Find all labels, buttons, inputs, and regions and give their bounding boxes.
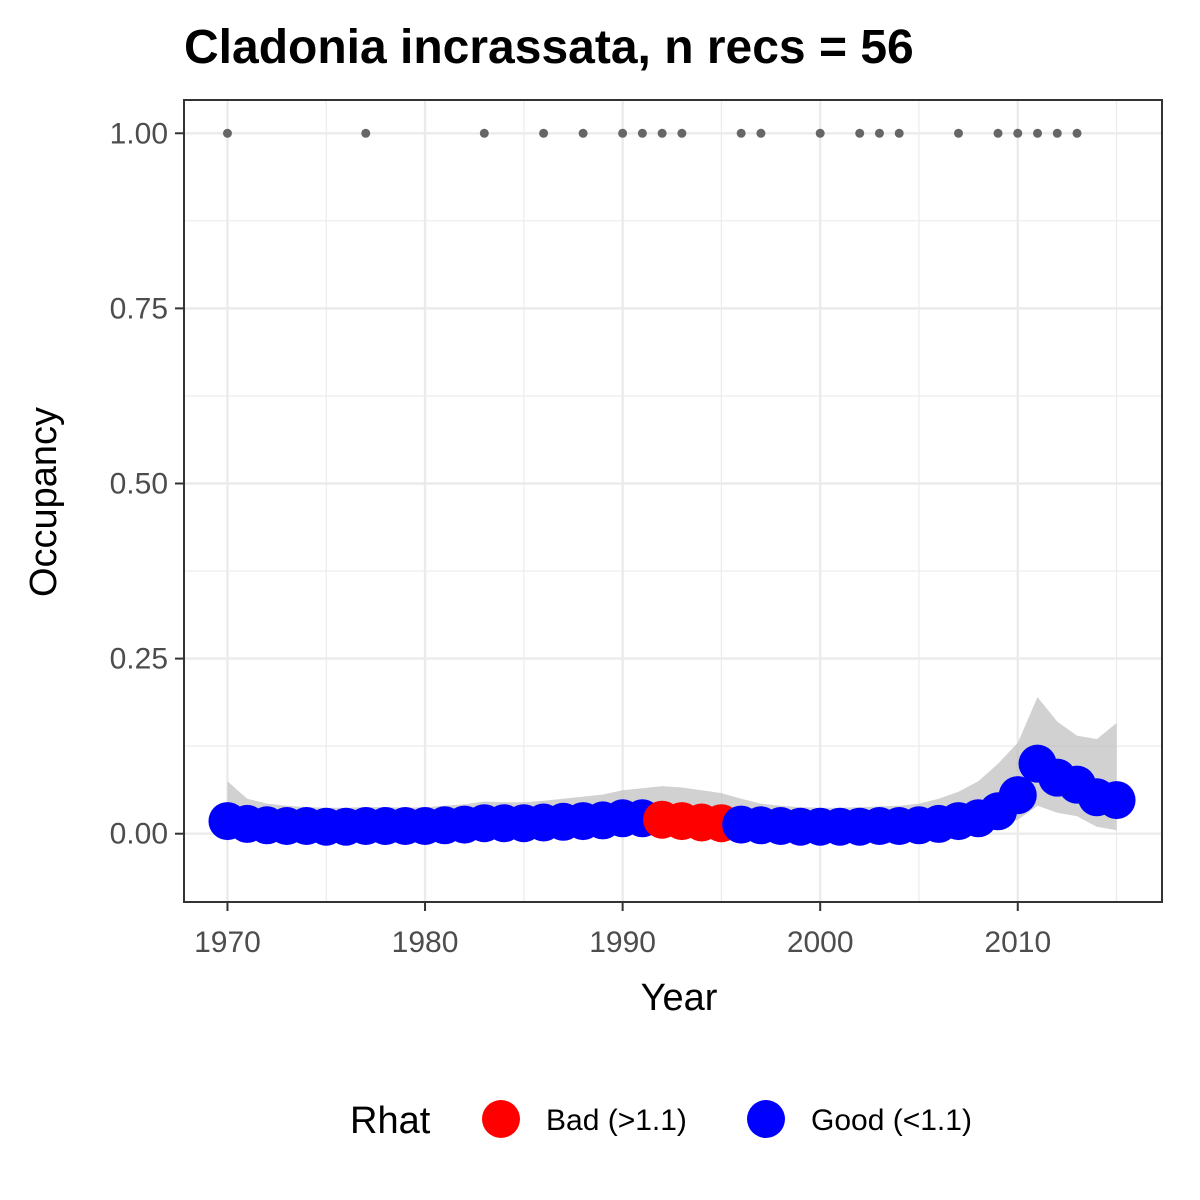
record-point [815,128,825,138]
record-point [894,128,904,138]
legend-key-good [747,1100,785,1138]
legend-label-bad: Bad (>1.1) [546,1104,687,1137]
occupancy-point-good [1097,781,1136,820]
record-point [637,128,647,138]
record-point [578,128,588,138]
record-point [677,128,687,138]
occupancy-point-good [998,776,1037,815]
record-point [953,128,963,138]
record-point [855,128,865,138]
y-tick-label: 0.75 [110,292,168,325]
record-point [736,128,746,138]
y-axis: 0.00 0.25 0.50 0.75 1.00 [110,117,184,851]
x-tick-label: 2000 [787,926,854,959]
x-tick-label: 2010 [984,926,1051,959]
record-point [657,128,667,138]
record-point [618,128,628,138]
y-tick-label: 0.50 [110,467,168,500]
y-tick-label: 1.00 [110,117,168,150]
legend-title: Rhat [350,1100,431,1142]
x-tick-label: 1980 [392,926,459,959]
x-tick-label: 1990 [589,926,656,959]
x-axis: 1970 1980 1990 2000 2010 [194,902,1051,959]
panel-border [183,99,1163,903]
record-point [993,128,1003,138]
record-point [1052,128,1062,138]
record-point [361,128,371,138]
legend: Rhat Bad (>1.1) Good (<1.1) [350,1100,972,1142]
y-tick-label: 0.25 [110,643,168,676]
record-point [222,128,232,138]
legend-key-bad [482,1100,520,1138]
record-point [539,128,549,138]
record-point [1033,128,1043,138]
occupancy-points-layer [208,744,1136,846]
y-axis-title: Occupancy [23,407,65,597]
x-tick-label: 1970 [194,926,261,959]
record-point [874,128,884,138]
record-point [1072,128,1082,138]
record-point [479,128,489,138]
record-points-layer [222,128,1082,138]
x-axis-title: Year [641,977,718,1019]
y-tick-label: 0.00 [110,818,168,851]
record-point [756,128,766,138]
chart-title: Cladonia incrassata, n recs = 56 [184,21,914,74]
record-point [1013,128,1023,138]
legend-label-good: Good (<1.1) [811,1104,972,1137]
